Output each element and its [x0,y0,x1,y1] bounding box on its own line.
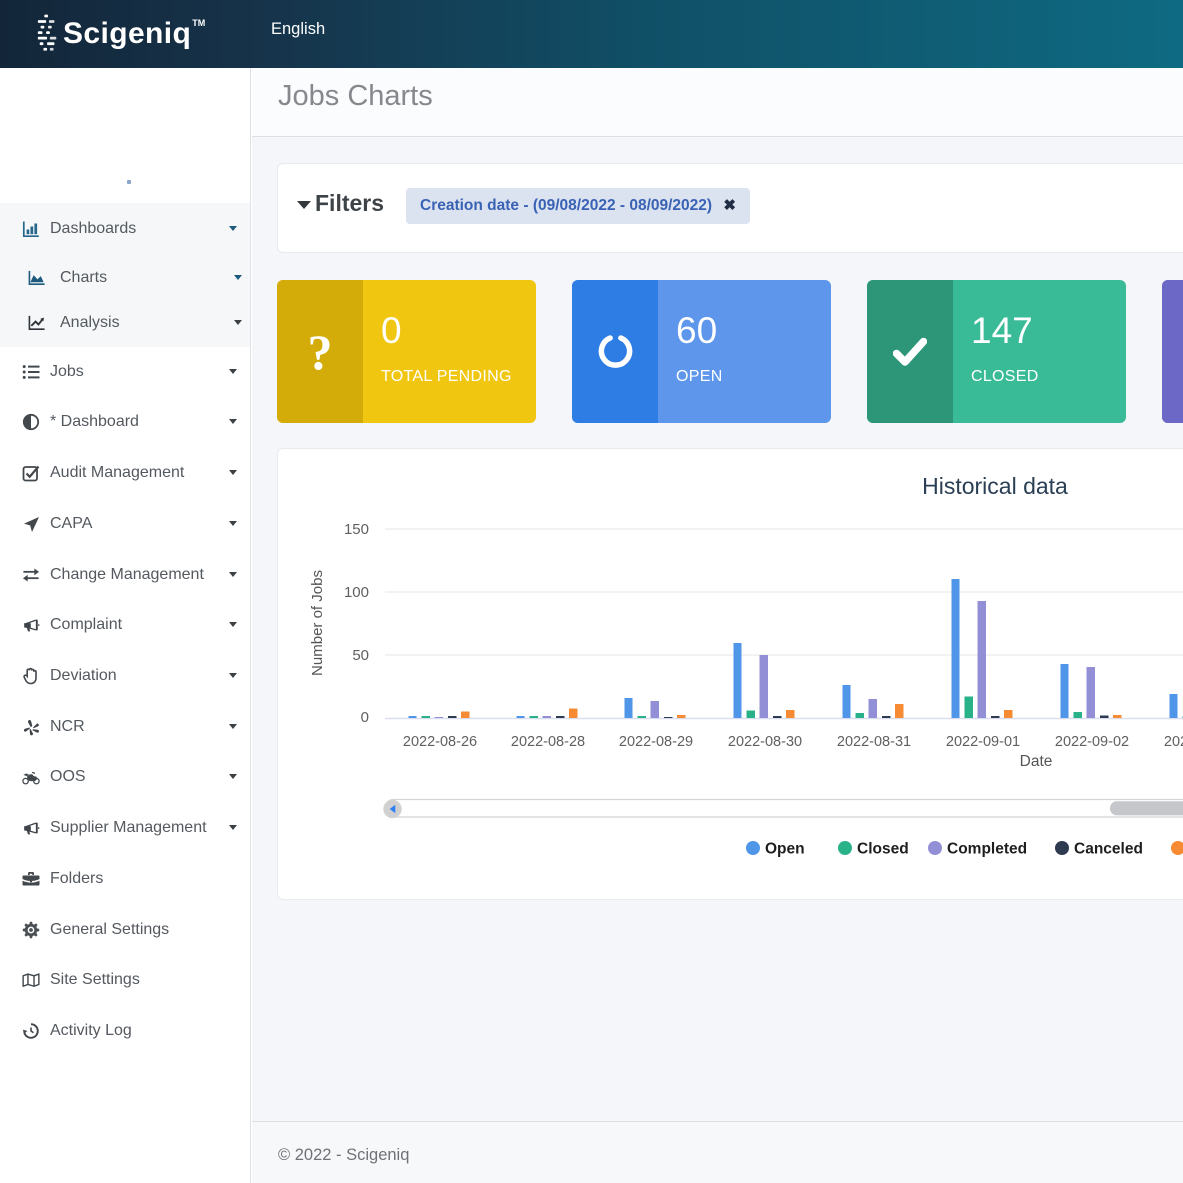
svg-text:Canceled: Canceled [1074,841,1143,858]
svg-text:2022‑09‑03: 2022‑09‑03 [1164,734,1183,750]
svg-text:Closed: Closed [857,841,909,858]
svg-text:Completed: Completed [947,841,1027,858]
svg-text:50: 50 [352,647,369,664]
svg-text:Date: Date [1020,753,1053,770]
svg-text:2022‑09‑02: 2022‑09‑02 [1055,734,1129,750]
svg-text:0: 0 [361,709,369,726]
svg-text:100: 100 [344,584,369,601]
svg-text:Historical data: Historical data [922,473,1068,499]
svg-text:2022‑08‑26: 2022‑08‑26 [403,734,477,750]
svg-text:2022‑08‑30: 2022‑08‑30 [728,734,802,750]
svg-text:2022‑08‑31: 2022‑08‑31 [837,734,911,750]
svg-text:2022‑08‑28: 2022‑08‑28 [511,734,585,750]
svg-text:2022‑08‑29: 2022‑08‑29 [619,734,693,750]
svg-text:Open: Open [765,841,805,858]
svg-text:2022‑09‑01: 2022‑09‑01 [946,734,1020,750]
svg-text:150: 150 [344,521,369,538]
svg-text:Number of Jobs: Number of Jobs [309,570,326,676]
